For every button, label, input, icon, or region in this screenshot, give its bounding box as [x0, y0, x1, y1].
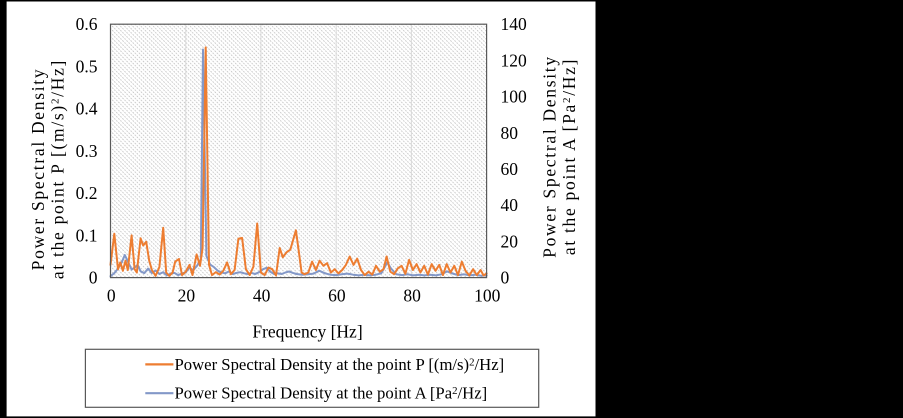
- svg-text:0.5: 0.5: [76, 56, 98, 76]
- svg-text:60: 60: [328, 286, 346, 306]
- svg-text:Power Spectral Density: Power Spectral Density: [28, 68, 48, 271]
- svg-text:Power Spectral Density: Power Spectral Density: [540, 55, 560, 258]
- svg-text:Frequency [Hz]: Frequency [Hz]: [252, 322, 362, 342]
- svg-text:100: 100: [501, 87, 528, 107]
- svg-text:20: 20: [178, 286, 196, 306]
- svg-text:0.2: 0.2: [76, 183, 98, 203]
- svg-text:0: 0: [89, 268, 98, 288]
- svg-text:80: 80: [501, 123, 519, 143]
- svg-text:40: 40: [253, 286, 271, 306]
- svg-text:80: 80: [403, 286, 421, 306]
- svg-text:0.6: 0.6: [76, 14, 98, 34]
- svg-text:100: 100: [474, 286, 501, 306]
- svg-text:Power Spectral Density at the: Power Spectral Density at the point A [P…: [175, 384, 488, 403]
- svg-text:at the point A [Pa2/Hz]: at the point A [Pa2/Hz]: [559, 58, 579, 255]
- svg-text:0: 0: [107, 286, 116, 306]
- svg-text:0.4: 0.4: [76, 99, 98, 119]
- svg-text:at the point P [(m/s)2/Hz]: at the point P [(m/s)2/Hz]: [48, 59, 68, 279]
- svg-text:0: 0: [501, 268, 510, 288]
- svg-text:Power Spectral Density at the: Power Spectral Density at the point P [(…: [175, 355, 505, 374]
- svg-text:60: 60: [501, 159, 519, 179]
- svg-text:40: 40: [501, 195, 519, 215]
- svg-text:20: 20: [501, 231, 519, 251]
- svg-text:0.3: 0.3: [76, 141, 98, 161]
- svg-text:140: 140: [501, 14, 528, 34]
- svg-text:0.1: 0.1: [76, 225, 98, 245]
- svg-text:120: 120: [501, 50, 528, 70]
